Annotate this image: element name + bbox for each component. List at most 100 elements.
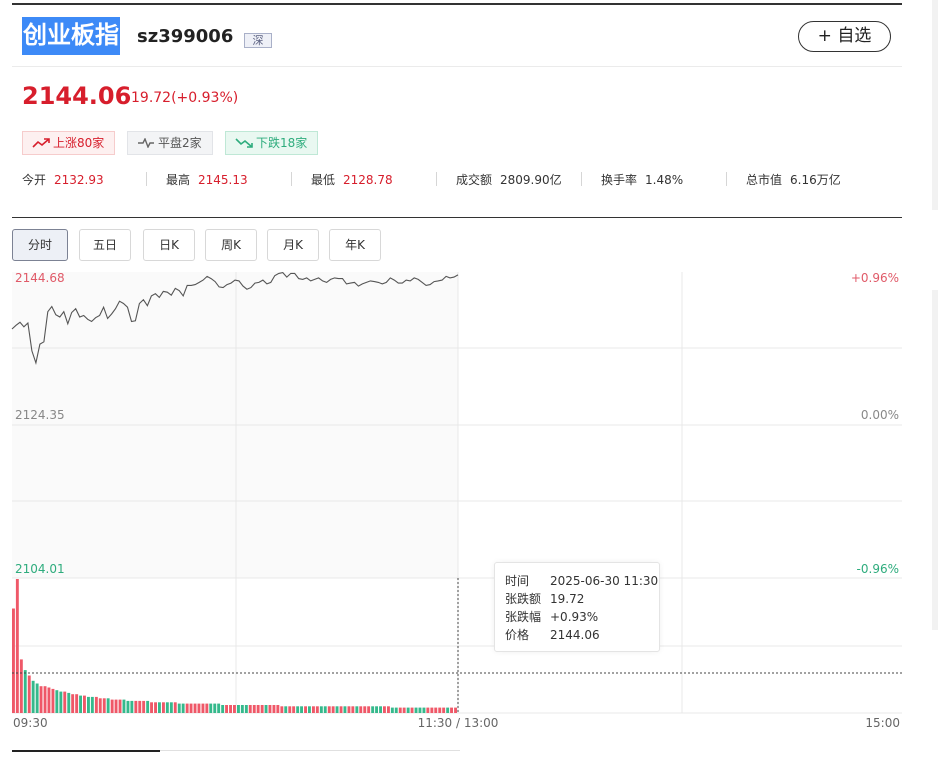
stat-separator (436, 172, 437, 186)
volume-bar (130, 700, 134, 713)
volume-bar (118, 699, 122, 713)
stat-high: 最高 2145.13 (166, 173, 248, 187)
volume-bar (233, 705, 236, 713)
volume-bar (351, 706, 355, 713)
bottom-tab[interactable] (308, 750, 460, 759)
x-label-close: 15:00 (865, 716, 900, 730)
volume-bar (177, 703, 181, 713)
volume-bar (390, 707, 394, 713)
tab-yearly-k[interactable]: 年K (329, 229, 381, 261)
volume-bar (398, 707, 402, 713)
volume-bar (339, 706, 343, 713)
advancers-label: 上涨80家 (53, 136, 105, 150)
advancers-badge[interactable]: 上涨80家 (22, 131, 115, 155)
volume-bar (410, 707, 414, 713)
unchanged-label: 平盘2家 (158, 136, 202, 150)
volume-bar (47, 687, 51, 713)
volume-bar (197, 703, 201, 713)
volume-bars (12, 579, 457, 713)
volume-bar (402, 707, 406, 713)
volume-bar (292, 706, 296, 713)
y-left-label-bottom: 2104.01 (15, 562, 65, 576)
tooltip-change-row: 张跌额 19.72 (505, 592, 585, 606)
volume-bar (126, 700, 130, 713)
intraday-chart[interactable]: 2144.68 2124.35 2104.01 +0.96% 0.00% -0.… (0, 268, 938, 738)
volume-bar (162, 702, 165, 713)
volume-bar (83, 695, 86, 713)
volume-bar (315, 706, 319, 713)
tab-five-day[interactable]: 五日 (79, 229, 131, 261)
volume-bar (90, 696, 94, 713)
volume-bar (304, 706, 307, 713)
bottom-tab[interactable] (160, 750, 308, 759)
y-right-label-top: +0.96% (851, 271, 899, 285)
volume-bar (284, 706, 288, 713)
volume-bar (114, 699, 118, 713)
volume-bar (406, 707, 410, 713)
volume-bar (268, 705, 272, 713)
volume-bar (367, 706, 371, 713)
volume-bar (323, 706, 327, 713)
header-divider (12, 66, 902, 67)
volume-bar (79, 695, 82, 713)
volume-bar (185, 703, 189, 713)
volume-bar (15, 579, 19, 713)
volume-bar (371, 706, 375, 713)
last-price: 2144.06 (22, 82, 132, 110)
volume-bar (102, 698, 106, 713)
add-watchlist-button[interactable]: + 自选 (798, 21, 891, 52)
volume-bar (217, 703, 221, 713)
volume-bar (213, 703, 217, 713)
volume-bar (35, 683, 39, 713)
decliners-label: 下跌18家 (256, 136, 308, 150)
volume-bar (347, 706, 351, 713)
volume-bar (335, 706, 339, 713)
volume-bar (55, 690, 59, 713)
volume-bar (12, 608, 15, 713)
decliners-badge[interactable]: 下跌18家 (225, 131, 318, 155)
volume-bar (181, 703, 185, 713)
volume-bar (59, 691, 63, 713)
stat-separator (726, 172, 727, 186)
volume-bar (43, 686, 47, 713)
volume-bar (418, 707, 422, 713)
volume-bar (169, 702, 173, 713)
volume-bar (221, 705, 225, 713)
volume-bar (343, 706, 347, 713)
trend-flat-icon (138, 138, 154, 148)
volume-bar (280, 706, 284, 713)
index-title: 创业板指 (22, 17, 120, 55)
tooltip-pct-row: 张跌幅 +0.93% (505, 610, 599, 624)
volume-bar (454, 707, 457, 713)
index-code: sz399006 (137, 26, 234, 47)
volume-bar (442, 707, 446, 713)
volume-bar (165, 702, 169, 713)
volume-bar (288, 706, 292, 713)
x-label-midday: 11:30 / 13:00 (418, 716, 499, 730)
stat-separator (146, 172, 147, 186)
tab-weekly-k[interactable]: 周K (205, 229, 257, 261)
volume-bar (158, 702, 161, 713)
volume-bar (438, 707, 442, 713)
volume-bar (134, 700, 138, 713)
volume-bar (363, 706, 367, 713)
bottom-tab-strip (12, 750, 460, 759)
tab-daily-k[interactable]: 日K (143, 229, 195, 261)
chart-tooltip: 时间 2025-06-30 11:30 张跌额 19.72 张跌幅 +0.93% 价格… (494, 562, 660, 652)
volume-bar (240, 705, 244, 713)
volume-bar (138, 700, 142, 713)
unchanged-badge[interactable]: 平盘2家 (127, 131, 213, 155)
volume-bar (142, 700, 146, 713)
tooltip-price-row: 价格 2144.06 (505, 628, 600, 642)
tab-monthly-k[interactable]: 月K (267, 229, 319, 261)
trend-up-icon (32, 138, 50, 148)
bottom-tab-active[interactable] (12, 750, 160, 759)
volume-bar (430, 707, 434, 713)
volume-bar (75, 694, 79, 713)
tab-intraday[interactable]: 分时 (12, 229, 68, 261)
volume-bar (201, 703, 205, 713)
top-divider (12, 3, 902, 5)
chart-grid (12, 272, 902, 714)
volume-bar (150, 702, 153, 713)
